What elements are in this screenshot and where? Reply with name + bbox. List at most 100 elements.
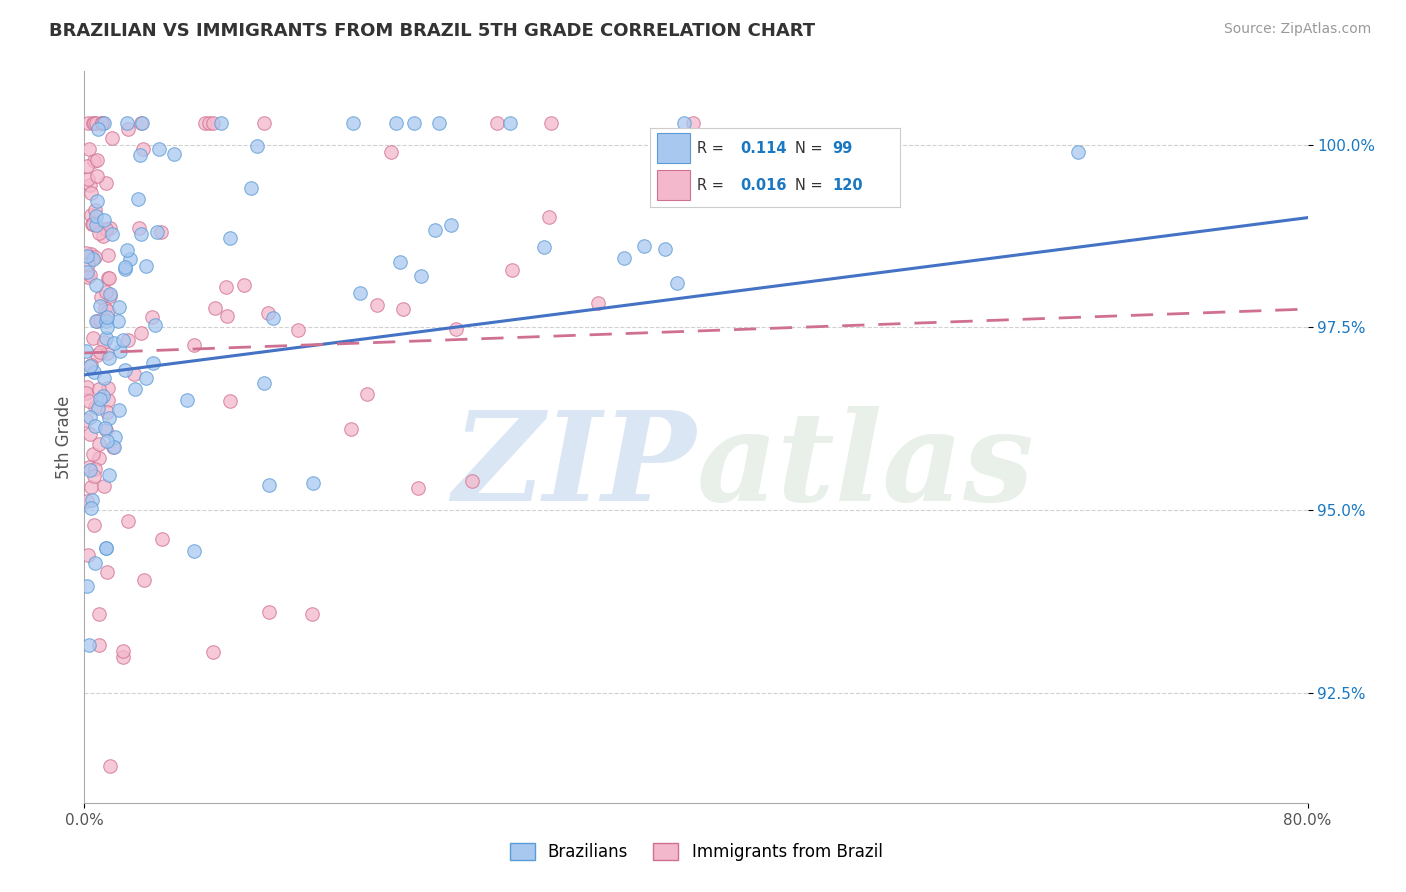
Point <box>107 314 129 328</box>
Point <box>112 644 135 658</box>
Point <box>112 333 135 347</box>
Text: R =: R = <box>697 178 728 193</box>
Point <box>104 429 127 443</box>
Point <box>77 257 100 271</box>
Point <box>502 263 524 277</box>
Point <box>114 363 136 377</box>
Point <box>94 421 117 435</box>
Point <box>84 313 107 327</box>
Point <box>198 115 221 129</box>
Point <box>98 286 121 301</box>
Point <box>77 638 100 652</box>
Y-axis label: 5th Grade: 5th Grade <box>55 395 73 479</box>
Point <box>89 392 111 406</box>
Point <box>366 298 388 312</box>
Point <box>86 348 108 362</box>
Point <box>86 153 108 167</box>
Point <box>176 392 198 407</box>
Point <box>613 251 636 265</box>
Point <box>93 479 115 493</box>
Point <box>93 115 115 129</box>
Point <box>76 159 98 173</box>
Point <box>97 392 120 407</box>
Point <box>239 181 262 195</box>
Point <box>117 243 139 257</box>
Point <box>142 356 165 370</box>
Point <box>75 246 97 260</box>
Point <box>89 312 111 326</box>
Point <box>461 474 484 488</box>
Point <box>91 228 114 243</box>
Point <box>83 154 105 169</box>
Point <box>135 371 157 385</box>
Point <box>117 514 139 528</box>
Point <box>82 115 104 129</box>
Point <box>131 115 153 129</box>
Point <box>94 423 117 437</box>
Point <box>538 210 561 224</box>
Point <box>499 115 522 129</box>
Point <box>115 115 138 129</box>
Point <box>80 217 103 231</box>
Point <box>682 115 704 129</box>
Point <box>233 277 256 292</box>
Point <box>77 142 100 156</box>
Point <box>97 271 120 285</box>
Point <box>79 268 101 283</box>
Point <box>87 607 110 621</box>
Point <box>129 115 152 129</box>
Point <box>94 285 117 300</box>
Legend: Brazilians, Immigrants from Brazil: Brazilians, Immigrants from Brazil <box>503 836 889 868</box>
Point <box>633 239 655 253</box>
Point <box>79 426 101 441</box>
Point <box>77 172 100 186</box>
Point <box>89 299 111 313</box>
Point <box>122 368 145 382</box>
Point <box>114 261 136 276</box>
Point <box>132 573 155 587</box>
Point <box>96 434 118 448</box>
Point <box>80 186 103 201</box>
Point <box>86 314 108 328</box>
Point <box>83 365 105 379</box>
Point <box>408 481 430 495</box>
Point <box>89 638 111 652</box>
Point <box>94 177 117 191</box>
Point <box>117 334 139 348</box>
Point <box>96 346 118 360</box>
Point <box>82 447 104 461</box>
Point <box>79 359 101 373</box>
Point <box>120 252 142 267</box>
Point <box>97 351 120 365</box>
Point <box>444 322 467 336</box>
Point <box>75 344 97 359</box>
Point <box>112 650 135 665</box>
Point <box>654 242 676 256</box>
Point <box>97 381 120 395</box>
Point <box>673 115 696 129</box>
Point <box>96 330 118 344</box>
Bar <box>657 133 690 163</box>
Point <box>96 565 118 579</box>
Point <box>219 231 242 245</box>
Point <box>83 469 105 483</box>
Point <box>96 310 118 324</box>
Point <box>717 158 740 172</box>
Point <box>533 240 555 254</box>
Point <box>75 413 97 427</box>
Point <box>98 467 121 482</box>
Point <box>84 209 107 223</box>
Point <box>84 401 107 415</box>
Point <box>586 296 609 310</box>
Point <box>79 463 101 477</box>
Point <box>84 462 107 476</box>
Point <box>96 405 118 419</box>
Point <box>103 335 125 350</box>
Point <box>87 382 110 396</box>
Point <box>101 440 124 454</box>
Point <box>141 310 163 324</box>
Point <box>93 334 115 349</box>
Point <box>219 393 242 408</box>
Point <box>402 115 425 129</box>
Point <box>302 476 325 491</box>
